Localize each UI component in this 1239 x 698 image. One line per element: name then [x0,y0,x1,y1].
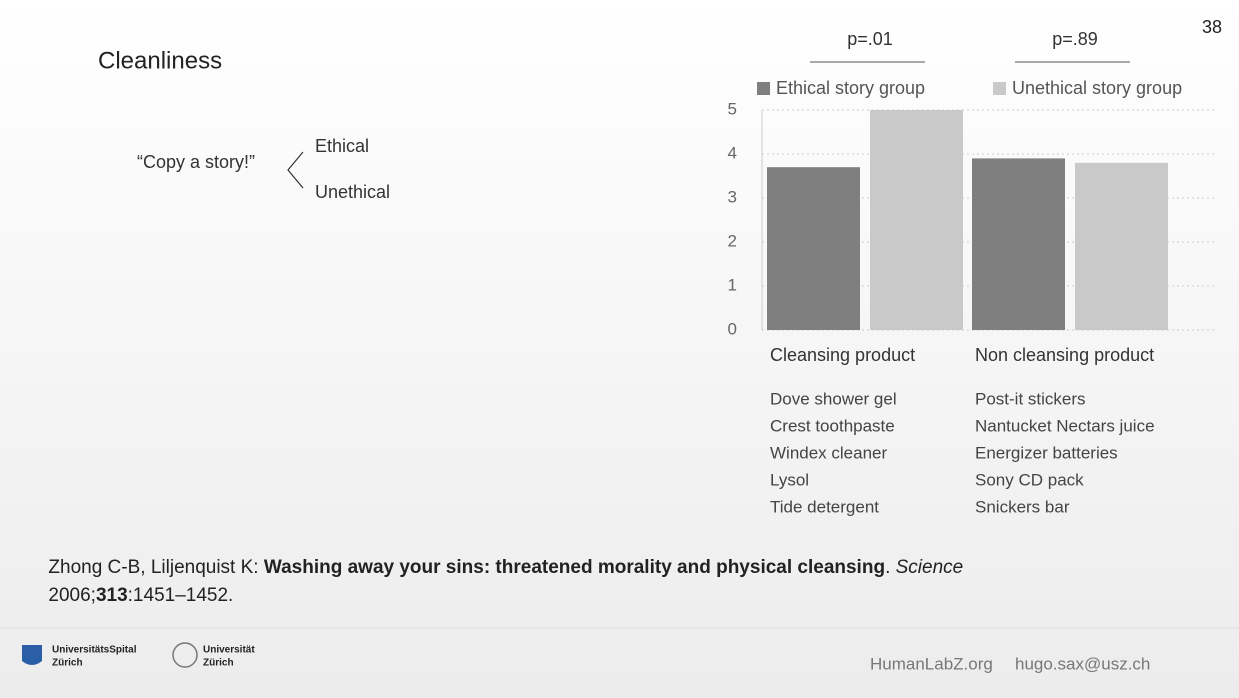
category-item: Tide detergent [770,497,879,516]
prompt: “Copy a story!” [137,152,255,172]
bar [767,167,860,330]
y-tick-label: 1 [728,275,737,294]
category-item: Lysol [770,470,809,489]
citation-sep: . [885,557,896,578]
bar [1075,162,1168,330]
y-tick-label: 0 [728,319,737,338]
category-item: Snickers bar [975,497,1070,516]
category-item: Sony CD pack [975,470,1084,489]
annotation: p=.01 [847,29,893,49]
category-item: Crest toothpaste [770,416,895,435]
logo-text: Zürich [203,658,234,669]
category-item: Dove shower gel [770,389,897,408]
logo-usz [22,645,42,665]
logo-text: UniversitätsSpital [52,645,137,656]
bar [972,158,1065,330]
citation-journal: Science [896,557,964,578]
x-tick-label: Non cleansing product [975,345,1154,365]
citation-title: Washing away your sins: threatened moral… [264,557,885,578]
legend-swatch [993,82,1006,95]
logo-uzh [172,642,198,668]
branch: Ethical [315,136,369,156]
category-item: Windex cleaner [770,443,888,462]
citation-authors: Zhong C-B, Liljenquist K: [48,557,263,578]
citation-year: 2006; [48,585,96,606]
logo-text: Universität [203,645,255,656]
legend-label: Ethical story group [776,78,925,98]
website: HumanLabZ.org [870,654,993,673]
citation: Zhong C-B, Liljenquist K: Washing away y… [22,557,979,578]
category-item: Nantucket Nectars juice [975,416,1155,435]
heading: Cleanliness [98,47,222,74]
page-number: 38 [1202,17,1222,37]
logo-text: Zürich [52,658,83,669]
y-tick-label: 5 [728,99,737,118]
citation-pages: :1451–1452. [128,585,234,606]
citation: 2006;313:1451–1452. [22,585,249,606]
bar [870,110,963,330]
branch-arrows [287,151,304,189]
y-tick-label: 4 [728,143,737,162]
legend-label: Unethical story group [1012,78,1182,98]
legend-swatch [757,82,770,95]
category-item: Energizer batteries [975,443,1118,462]
branch: Unethical [315,182,390,202]
annotation: p=.89 [1052,29,1098,49]
y-tick-label: 3 [728,187,737,206]
y-tick-label: 2 [728,231,737,250]
x-tick-label: Cleansing product [770,345,915,365]
email: hugo.sax@usz.ch [1015,654,1150,673]
category-item: Post-it stickers [975,389,1086,408]
citation-volume: 313 [96,585,128,606]
